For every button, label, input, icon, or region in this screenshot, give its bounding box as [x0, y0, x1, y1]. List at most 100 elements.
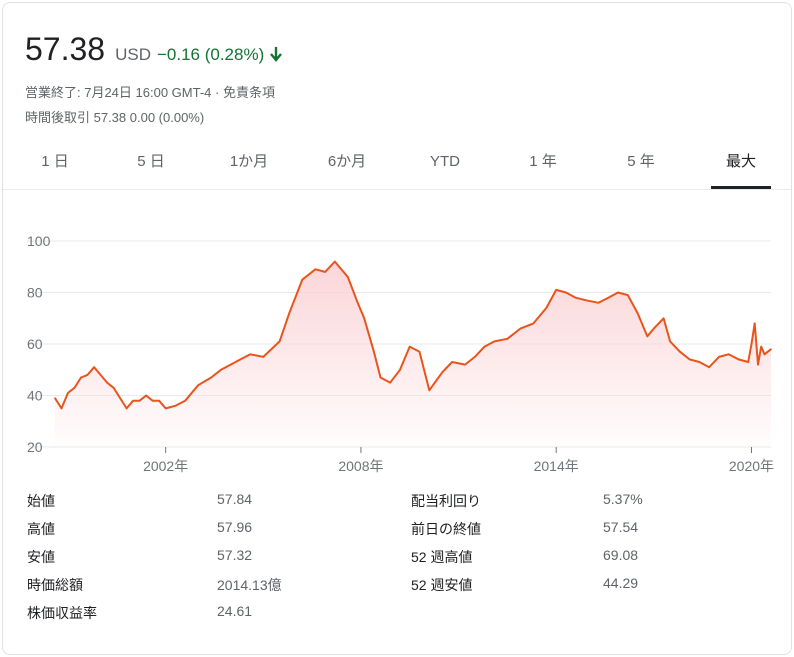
stat-row: 株価収益率 24.61 [27, 603, 407, 631]
data-point [220, 369, 222, 371]
tab-ytd[interactable]: YTD [430, 153, 460, 170]
tab-max[interactable]: 最大 [711, 143, 771, 189]
data-point [653, 327, 655, 330]
stat-label-pe-ratio: 株価収益率 [27, 605, 97, 621]
data-point [93, 366, 95, 368]
data-point [80, 376, 82, 379]
series-line [54, 260, 772, 410]
data-point [519, 327, 522, 330]
tab-5-year[interactable]: 5 年 [627, 153, 655, 170]
stat-value-pe-ratio: 24.61 [217, 603, 253, 619]
x-tick-label: 2002年 [143, 458, 188, 474]
data-point [145, 394, 147, 397]
market-status-text: 営業終了: 7月24日 16:00 GMT-4 · [25, 85, 223, 100]
data-point [334, 260, 336, 263]
tabs-divider [3, 189, 791, 190]
data-point [669, 340, 671, 343]
y-tick-label: 20 [27, 439, 43, 455]
stat-value-low: 57.32 [217, 547, 253, 563]
data-point [86, 374, 89, 376]
current-price: 57.38 [25, 31, 106, 67]
tab-1-day[interactable]: 1 日 [41, 153, 69, 170]
data-point [314, 268, 317, 271]
data-point [138, 399, 141, 402]
data-point [545, 307, 548, 309]
data-point [747, 361, 749, 363]
stat-row: 配当利回り 5.37% [411, 491, 771, 519]
data-point [379, 376, 382, 379]
data-point [184, 399, 186, 402]
data-point [389, 381, 392, 384]
data-point [125, 407, 128, 410]
stat-value-prev-close: 57.54 [603, 519, 639, 535]
stat-value-high: 57.96 [217, 519, 253, 535]
data-point [737, 358, 740, 361]
stat-label-open: 始値 [27, 493, 55, 509]
x-tick-label: 2014年 [534, 458, 579, 474]
data-point [506, 338, 509, 340]
stat-label-52w-low: 52 週安値 [411, 577, 473, 593]
currency-label: USD [115, 45, 151, 64]
data-point [770, 348, 772, 350]
x-tick-label: 2020年 [729, 458, 774, 474]
data-point [698, 361, 701, 363]
data-point [197, 384, 199, 386]
data-point [636, 312, 639, 314]
data-point [428, 389, 431, 392]
data-point [565, 291, 567, 294]
data-point [646, 335, 649, 338]
data-point [555, 289, 557, 291]
data-point [373, 350, 375, 353]
data-point [288, 312, 291, 314]
stat-value-market-cap: 2014.13億 [217, 577, 282, 593]
stat-row: 高値 57.96 [27, 519, 407, 547]
y-tick-label: 100 [27, 233, 51, 249]
price-change: −0.16 (0.28%) [156, 45, 265, 64]
data-point [464, 363, 466, 366]
data-point [688, 358, 691, 361]
y-tick-label: 40 [27, 388, 43, 404]
data-point [532, 322, 535, 325]
data-point [483, 345, 486, 348]
price-chart[interactable]: 100 80 60 40 20 2002年 2008年 2014年 2020年 [3, 199, 791, 489]
data-point [132, 399, 134, 402]
tab-1-year[interactable]: 1 年 [529, 153, 557, 170]
data-point [474, 356, 476, 358]
data-point [399, 369, 401, 371]
data-point [356, 302, 359, 304]
x-tick-label: 2008年 [338, 458, 383, 474]
data-point [210, 376, 212, 379]
tab-6-month[interactable]: 6か月 [327, 153, 367, 170]
data-point [112, 387, 115, 389]
data-point [158, 399, 160, 402]
data-point [679, 350, 681, 353]
data-point [750, 343, 753, 345]
data-point [164, 407, 167, 410]
data-point [119, 397, 121, 399]
data-point [763, 353, 766, 356]
y-tick-label: 80 [27, 285, 43, 301]
data-point [239, 358, 242, 361]
data-point [708, 366, 710, 368]
after-hours: 時間後取引 57.38 0.00 (0.00%) [25, 110, 205, 125]
stat-label-prev-close: 前日の終値 [411, 521, 481, 537]
stat-row: 52 週安値 44.29 [411, 575, 771, 603]
tab-5-day[interactable]: 5 日 [137, 153, 165, 170]
data-point [262, 356, 265, 358]
disclaimer-link[interactable]: 免責条項 [222, 85, 275, 100]
data-point [441, 371, 444, 374]
stat-label-52w-high: 52 週高値 [411, 549, 473, 565]
data-point [278, 340, 281, 343]
stat-label-market-cap: 時価総額 [27, 577, 83, 593]
data-point [727, 353, 730, 356]
data-point [54, 397, 56, 399]
data-point [408, 345, 411, 348]
tab-1-month[interactable]: 1か月 [229, 153, 269, 170]
data-point [67, 392, 69, 394]
price-row: 57.38 USD −0.16 (0.28%) [25, 31, 283, 75]
y-tick-label: 60 [27, 336, 43, 352]
data-point [662, 317, 665, 320]
data-point [301, 278, 304, 281]
data-point [324, 271, 326, 273]
